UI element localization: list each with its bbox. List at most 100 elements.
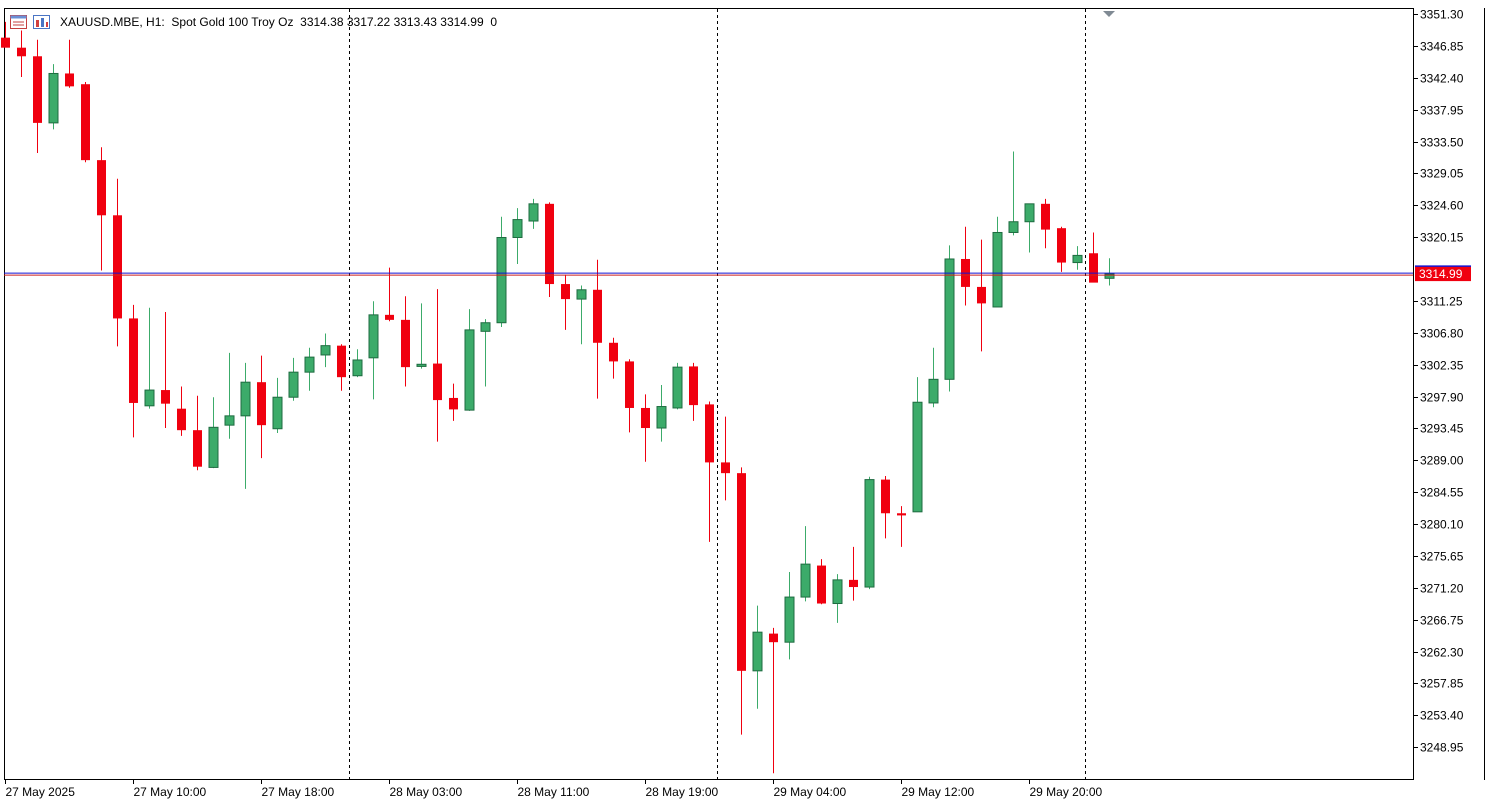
- candle[interactable]: [689, 362, 698, 421]
- candle[interactable]: [721, 416, 730, 501]
- candle[interactable]: [480, 319, 491, 387]
- bull-candle-body: [48, 72, 59, 124]
- bear-candle-body: [561, 284, 570, 300]
- candle[interactable]: [65, 39, 74, 88]
- bull-candle-body: [320, 345, 331, 356]
- candle[interactable]: [144, 307, 155, 409]
- candle[interactable]: [1024, 203, 1035, 253]
- bear-candle-body: [433, 363, 442, 401]
- candle[interactable]: [641, 394, 650, 462]
- candle[interactable]: [593, 259, 602, 399]
- candle[interactable]: [288, 357, 299, 401]
- candle[interactable]: [528, 198, 539, 229]
- candle[interactable]: [496, 216, 507, 328]
- candle[interactable]: [385, 267, 394, 322]
- candle[interactable]: [1104, 258, 1115, 286]
- candle[interactable]: [1057, 226, 1066, 272]
- candle[interactable]: [1008, 151, 1019, 236]
- candle[interactable]: [897, 506, 906, 547]
- bull-candle-body: [752, 631, 763, 672]
- candle[interactable]: [224, 352, 235, 439]
- candle[interactable]: [240, 362, 251, 489]
- candle[interactable]: [512, 208, 523, 264]
- candle[interactable]: [784, 571, 795, 660]
- bull-candle-body: [912, 401, 923, 513]
- candle[interactable]: [705, 401, 714, 542]
- candle[interactable]: [416, 303, 427, 369]
- bull-candle-body: [832, 579, 843, 605]
- candle[interactable]: [864, 476, 875, 590]
- bull-candle-body: [288, 371, 299, 398]
- candle[interactable]: [609, 337, 618, 379]
- candle[interactable]: [352, 349, 363, 378]
- candle[interactable]: [881, 476, 890, 539]
- bear-candle-body: [545, 203, 554, 285]
- bear-candle-body: [337, 345, 346, 378]
- symbol-description: Spot Gold 100 Troy Oz: [171, 15, 294, 29]
- candle[interactable]: [737, 467, 746, 735]
- candle[interactable]: [849, 546, 858, 601]
- candle[interactable]: [304, 347, 315, 391]
- candle[interactable]: [752, 605, 763, 709]
- candle[interactable]: [177, 386, 186, 436]
- candle[interactable]: [464, 309, 475, 411]
- candle[interactable]: [320, 333, 331, 368]
- candle[interactable]: [977, 239, 986, 352]
- y-tick-label: 3293.45: [1420, 422, 1464, 436]
- y-tick-label: 3320.15: [1420, 231, 1464, 245]
- candle[interactable]: [1, 21, 10, 48]
- candle[interactable]: [912, 377, 923, 513]
- y-tick-label: 3271.20: [1420, 582, 1464, 596]
- candle[interactable]: [33, 39, 42, 153]
- chart-window-icon[interactable]: [10, 15, 27, 29]
- candle[interactable]: [208, 397, 219, 469]
- candle[interactable]: [576, 285, 587, 345]
- candle[interactable]: [48, 64, 59, 130]
- candle[interactable]: [113, 178, 122, 347]
- candle[interactable]: [1072, 246, 1083, 270]
- candle[interactable]: [337, 344, 346, 391]
- y-tick-label: 3289.00: [1420, 454, 1464, 468]
- candle[interactable]: [561, 274, 570, 330]
- candle[interactable]: [257, 355, 266, 459]
- bull-candle-body: [992, 231, 1003, 308]
- candle[interactable]: [832, 574, 843, 623]
- candle[interactable]: [992, 216, 1003, 308]
- candle[interactable]: [817, 559, 826, 605]
- bull-candle-body: [1072, 254, 1083, 264]
- candle[interactable]: [272, 377, 283, 434]
- candle[interactable]: [800, 526, 811, 602]
- candle[interactable]: [1041, 198, 1050, 249]
- indicator-list-icon[interactable]: [33, 15, 50, 29]
- candle[interactable]: [449, 383, 458, 421]
- candle[interactable]: [1089, 232, 1098, 283]
- candle[interactable]: [944, 245, 955, 392]
- candle[interactable]: [401, 296, 410, 387]
- y-tick-label: 3306.80: [1420, 327, 1464, 341]
- candle[interactable]: [672, 362, 683, 410]
- candle[interactable]: [545, 202, 554, 297]
- bear-candle-body: [1057, 228, 1066, 263]
- x-tick-label: 27 May 18:00: [262, 785, 335, 799]
- y-tick-label: 3337.95: [1420, 104, 1464, 118]
- candle[interactable]: [129, 304, 138, 438]
- candle[interactable]: [769, 627, 778, 774]
- candle[interactable]: [17, 30, 26, 78]
- candle[interactable]: [433, 289, 442, 442]
- candle[interactable]: [161, 311, 170, 429]
- candle[interactable]: [81, 82, 90, 163]
- y-tick-label: 3333.50: [1420, 136, 1464, 150]
- candle[interactable]: [625, 359, 634, 433]
- candle[interactable]: [928, 347, 939, 408]
- x-tick-label: 29 May 12:00: [902, 785, 975, 799]
- candle[interactable]: [656, 385, 667, 442]
- candle[interactable]: [368, 301, 379, 400]
- ohlc-values: 3314.38 3317.22 3313.43 3314.99: [300, 15, 484, 29]
- bear-candle-body: [817, 565, 826, 604]
- bull-candle-body: [272, 396, 283, 430]
- bear-candle-body: [737, 473, 746, 671]
- candle[interactable]: [97, 147, 106, 271]
- candle[interactable]: [193, 395, 202, 471]
